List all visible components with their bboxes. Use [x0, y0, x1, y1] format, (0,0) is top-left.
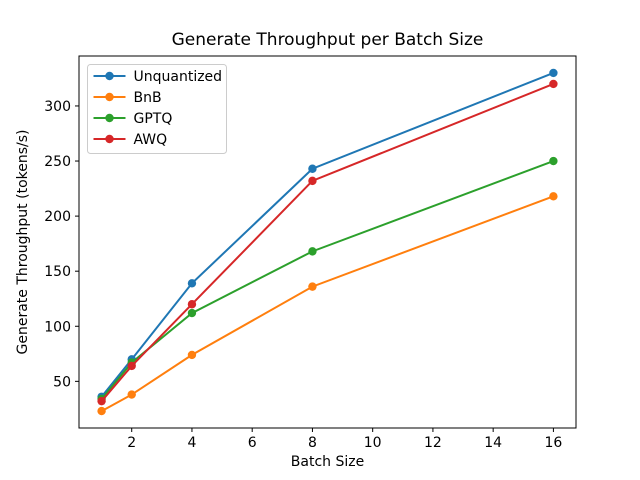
legend-label-bnb: BnB: [134, 90, 162, 106]
y-tick-label: 50: [53, 374, 71, 390]
legend-label-unquantized: Unquantized: [134, 69, 223, 85]
x-tick-label: 12: [424, 435, 442, 451]
legend-box: [87, 64, 227, 154]
x-axis-label: Batch Size: [291, 454, 364, 470]
data-point-marker-awq: [549, 79, 558, 89]
data-point-marker-bnb: [549, 192, 558, 201]
y-tick-label: 250: [44, 154, 71, 170]
y-axis-label: Generate Throughput (tokens/s): [15, 130, 31, 355]
x-tick-label: 14: [484, 435, 502, 451]
data-point-marker-bnb: [127, 390, 136, 399]
y-tick-label: 300: [44, 99, 71, 115]
x-tick-label: 16: [544, 435, 562, 451]
x-tick-label: 2: [127, 435, 136, 451]
data-point-marker-awq: [308, 176, 317, 186]
y-tick-label: 100: [44, 319, 71, 335]
data-point-marker-unquantized: [308, 164, 317, 173]
data-point-marker-awq: [187, 300, 197, 309]
legend-marker-awq: [105, 134, 114, 144]
x-tick-label: 4: [187, 435, 196, 451]
y-tick-label: 200: [44, 209, 71, 225]
data-point-marker-unquantized: [549, 68, 558, 78]
legend-marker-unquantized: [105, 71, 114, 81]
data-point-marker-awq: [127, 361, 136, 371]
x-tick-label: 8: [308, 435, 317, 451]
data-point-marker-awq: [97, 396, 106, 406]
data-point-marker-gptq: [308, 247, 317, 256]
chart-title: Generate Throughput per Batch Size: [172, 30, 484, 50]
legend-marker-gptq: [105, 113, 114, 123]
legend-label-awq: AWQ: [134, 132, 168, 148]
data-point-marker-unquantized: [187, 279, 197, 288]
legend-marker-bnb: [105, 92, 114, 102]
legend-label-gptq: GPTQ: [134, 111, 173, 127]
x-tick-label: 6: [248, 435, 257, 451]
y-tick-label: 150: [44, 264, 71, 280]
data-point-marker-gptq: [187, 308, 197, 318]
data-point-marker-gptq: [549, 156, 558, 166]
plot-border: [78, 55, 577, 429]
data-point-marker-bnb: [97, 406, 106, 416]
x-tick-label: 10: [364, 435, 382, 451]
data-point-marker-bnb: [308, 282, 317, 291]
data-point-marker-bnb: [187, 350, 197, 360]
